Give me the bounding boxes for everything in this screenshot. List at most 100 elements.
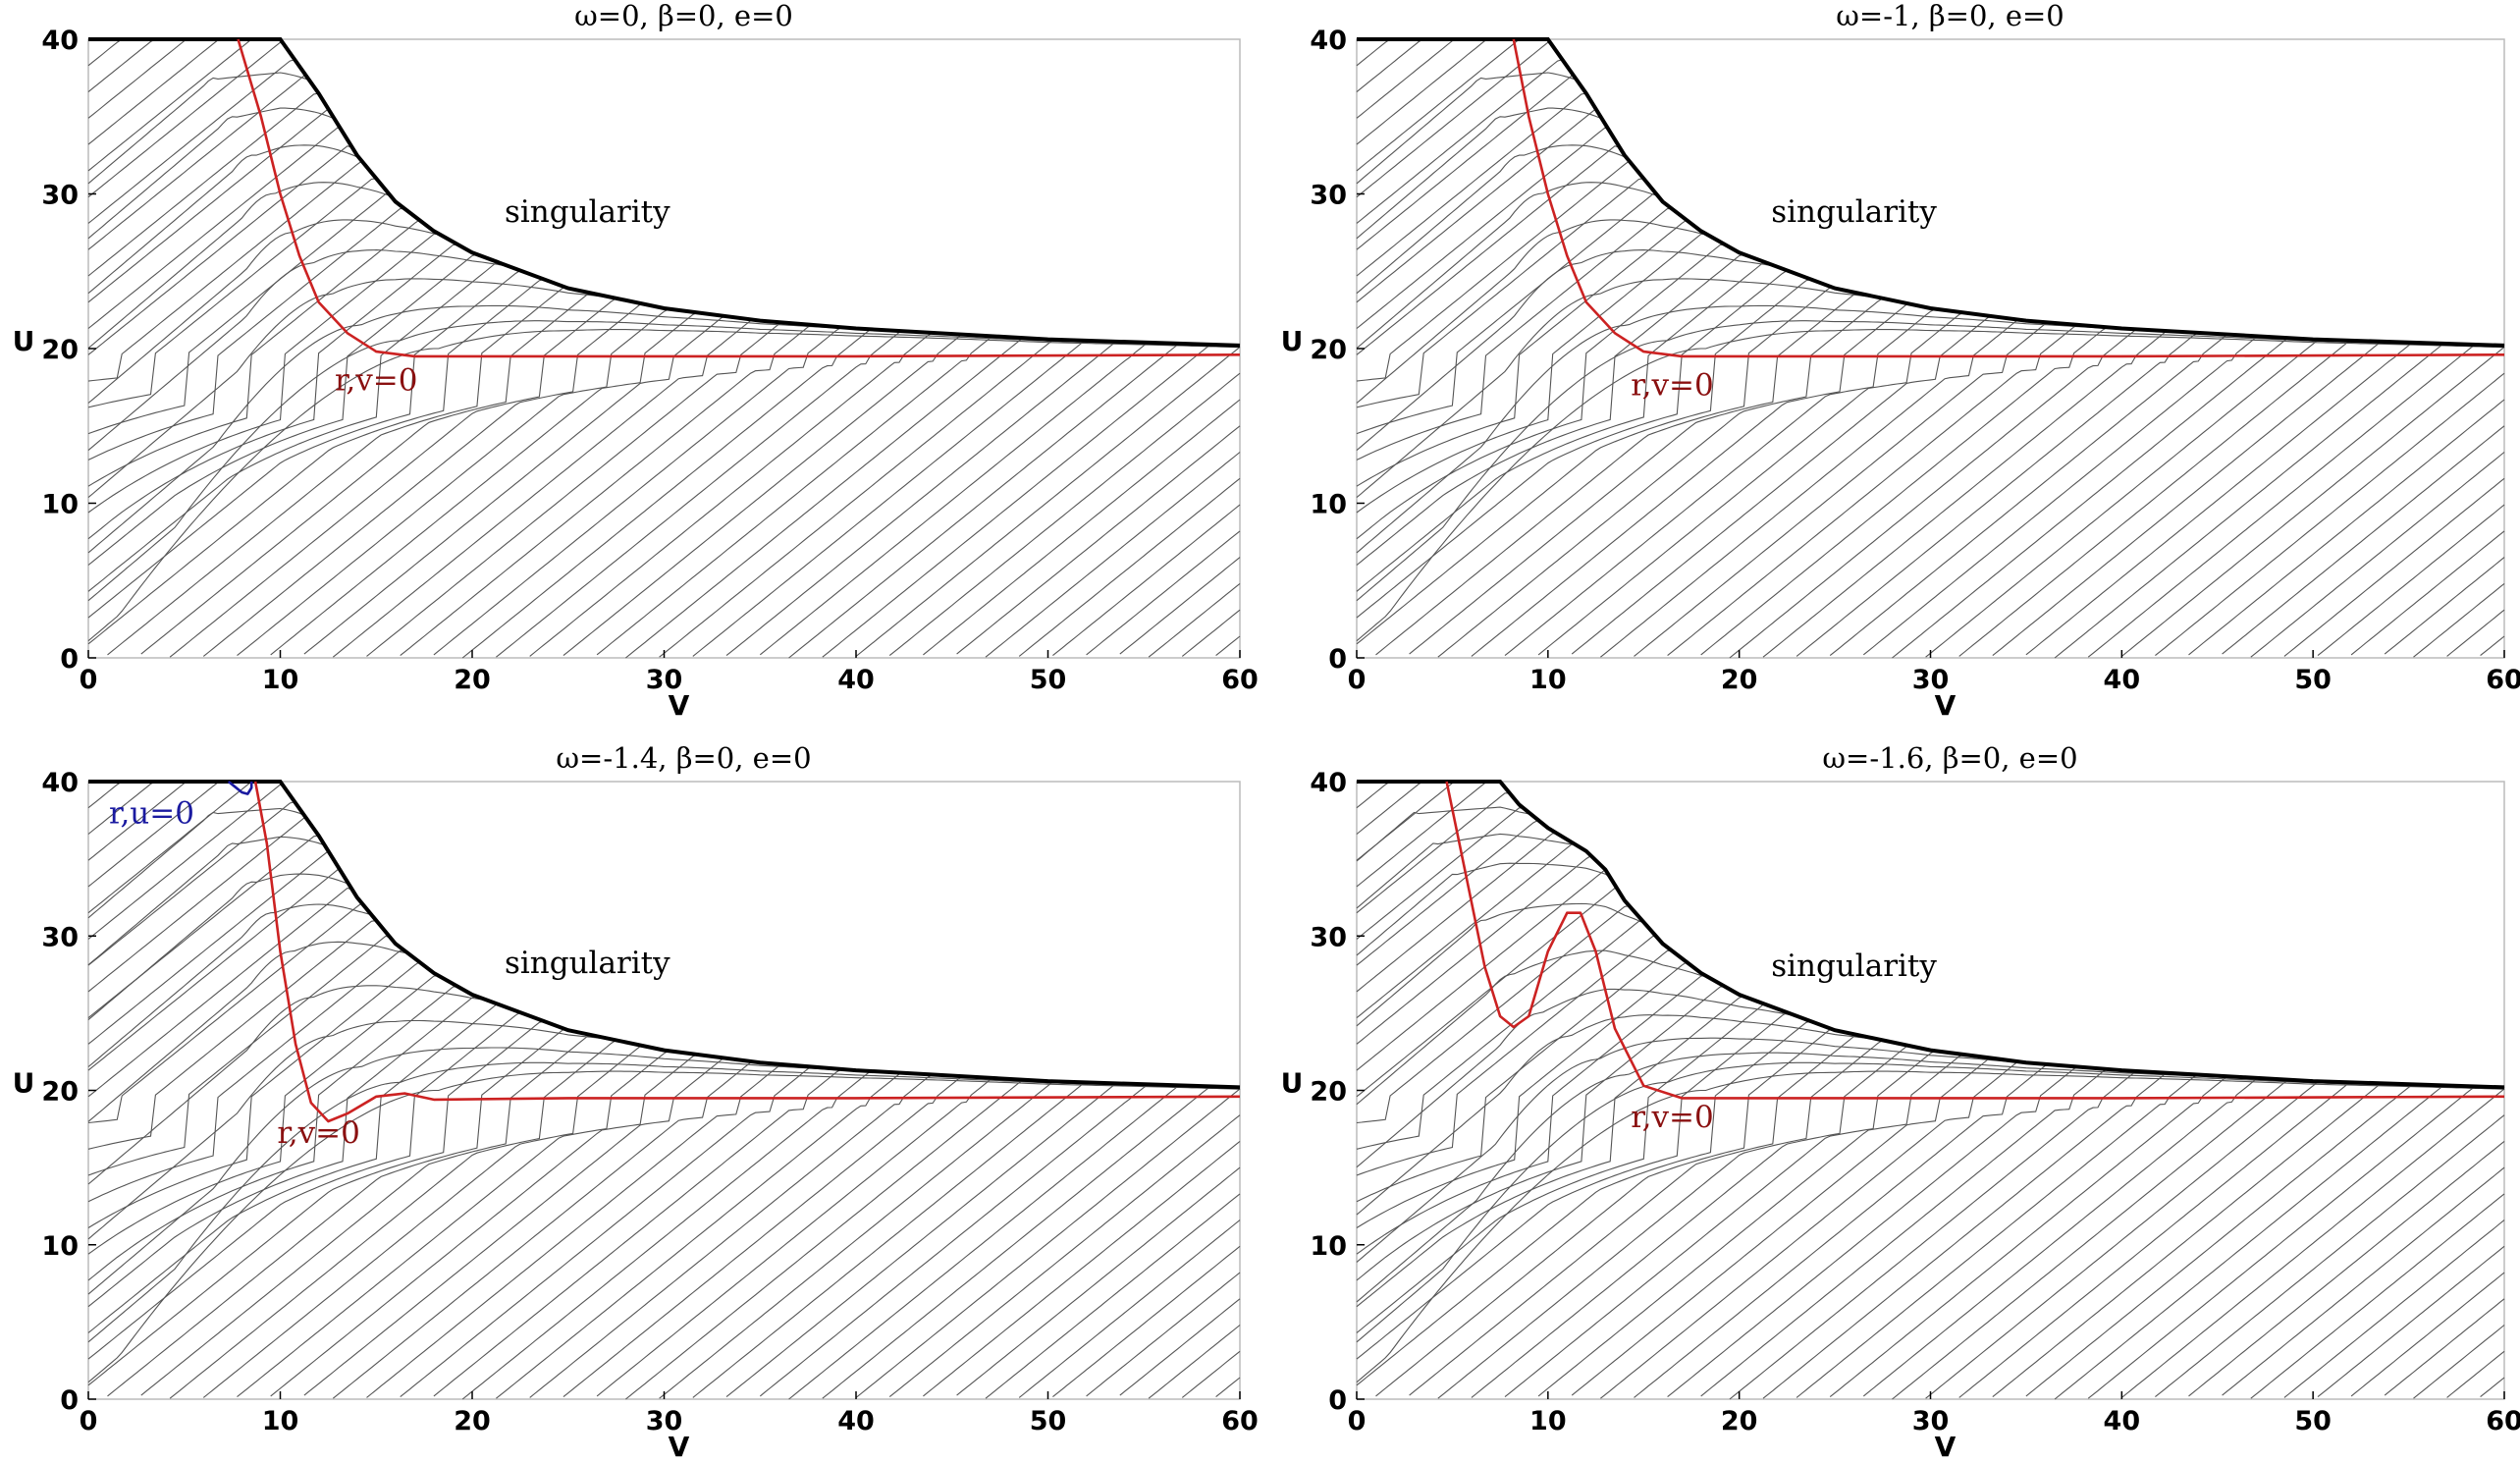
- x-axis-label: V: [669, 689, 690, 722]
- contour-line: [529, 1073, 1241, 1398]
- contour-line: [88, 781, 1241, 1088]
- contour-line: [87, 278, 1241, 645]
- contour-line: [1925, 1080, 2505, 1399]
- contour-line: [1634, 1063, 2505, 1398]
- contour-line: [2222, 1166, 2505, 1396]
- panel-bottom-left: ω=-1.4, β=0, e=0 0 10 20 30 40 50 60 0 10 20 30 40 V U…: [13, 741, 1259, 1463]
- contour-line: [1796, 1073, 2505, 1398]
- contour-line: [1356, 127, 2505, 347]
- x-tick-label: 60: [1221, 1406, 1259, 1436]
- contour-line: [1356, 145, 2505, 355]
- contour-line: [87, 1020, 1241, 1386]
- y-tick-label: 10: [41, 490, 79, 520]
- contour-line: [1356, 781, 2505, 1088]
- contour-line: [1119, 1298, 1241, 1396]
- x-tick-label: 20: [454, 1406, 491, 1436]
- x-tick-label: 0: [80, 665, 98, 695]
- contour-line: [87, 784, 1241, 1088]
- contour-lines: [1356, 38, 2505, 659]
- contour-line: [1356, 961, 2505, 1228]
- contour-line: [1148, 1325, 1241, 1399]
- contour-line: [1052, 1245, 1241, 1398]
- contour-line: [759, 1083, 1241, 1397]
- contour-line: [1537, 311, 2505, 656]
- contour-line: [1356, 329, 2505, 642]
- contour-line: [2317, 504, 2505, 657]
- contour-line: [1437, 1039, 2505, 1399]
- contour-line: [433, 1068, 1241, 1397]
- y-tick-label: 20: [41, 1077, 79, 1108]
- contour-line: [1862, 335, 2505, 656]
- contour-line: [1357, 38, 2505, 347]
- contour-line: [1992, 341, 2505, 657]
- contour-line: [1356, 781, 2505, 1088]
- y-axis-label: U: [1281, 325, 1304, 357]
- rv-zero-curve: [1445, 781, 2505, 1100]
- contour-lines: [87, 38, 1241, 659]
- x-tick-label: 50: [2294, 665, 2332, 695]
- x-tick-label: 50: [1030, 665, 1067, 695]
- chart-title: ω=-1, β=0, e=0: [1836, 0, 2064, 32]
- contour-lines: [1356, 781, 2505, 1400]
- rv-zero-curve: [253, 781, 1241, 1123]
- x-tick-label: 0: [1348, 1406, 1367, 1436]
- contour-line: [2120, 1088, 2505, 1398]
- contour-line: [1356, 219, 2505, 487]
- contour-line: [1356, 38, 2505, 347]
- contour-line: [1148, 582, 1241, 658]
- contour-line: [985, 1193, 1241, 1399]
- contour-line: [87, 949, 1241, 1203]
- contour-line: [1356, 986, 2505, 1281]
- contour-line: [788, 1084, 1241, 1400]
- contour-line: [2317, 1245, 2505, 1398]
- contour-line: [2155, 1114, 2505, 1398]
- contour-line: [2025, 1083, 2505, 1397]
- x-tick-label: 10: [1529, 1406, 1567, 1436]
- contour-line: [1119, 557, 1241, 655]
- contour-line: [87, 781, 1241, 1088]
- contour-line: [1356, 1020, 2505, 1386]
- contour-line: [87, 253, 1241, 566]
- contour-line: [1086, 1272, 1241, 1397]
- rv-zero-label: r,v=0: [277, 1115, 359, 1151]
- ru-zero-curve: [227, 780, 253, 795]
- x-tick-label: 0: [1348, 665, 1367, 695]
- contour-line: [87, 902, 1241, 1124]
- contour-line: [169, 1039, 1241, 1399]
- x-tick-label: 60: [2486, 665, 2520, 695]
- contour-line: [1356, 1052, 2505, 1303]
- singularity-label: singularity: [505, 946, 670, 981]
- contour-line: [1356, 253, 2505, 566]
- contour-line: [923, 399, 1241, 656]
- x-tick-label: 30: [646, 1406, 683, 1436]
- contour-line: [1215, 1377, 1241, 1398]
- contour-line: [2446, 609, 2505, 657]
- contour-line: [2446, 1350, 2505, 1398]
- contour-line: [596, 1077, 1241, 1397]
- contour-line: [87, 781, 1241, 1088]
- contour-line: [2054, 343, 2505, 659]
- contour-line: [87, 781, 1241, 1088]
- x-tick-label: 40: [2104, 665, 2141, 695]
- contour-line: [1700, 326, 2505, 656]
- x-tick-label: 10: [262, 1406, 299, 1436]
- contour-line: [1018, 477, 1241, 657]
- x-tick-label: 40: [837, 665, 875, 695]
- contour-line: [169, 298, 1241, 658]
- contour-line: [2283, 1219, 2505, 1398]
- x-tick-label: 20: [1721, 1406, 1758, 1436]
- contour-line: [87, 249, 1241, 452]
- contour-line: [2350, 530, 2505, 656]
- y-tick-label: 0: [60, 644, 79, 675]
- contour-line: [87, 781, 1241, 1088]
- x-tick-label: 40: [837, 1406, 875, 1436]
- contour-line: [2283, 477, 2505, 657]
- contour-line: [87, 961, 1241, 1228]
- contour-line: [596, 335, 1241, 656]
- y-tick-label: 0: [60, 1385, 79, 1416]
- contour-line: [2384, 1298, 2505, 1396]
- contour-line: [855, 346, 1241, 657]
- contour-line: [2120, 346, 2505, 657]
- contour-line: [1086, 530, 1241, 656]
- x-tick-label: 10: [1529, 665, 1567, 695]
